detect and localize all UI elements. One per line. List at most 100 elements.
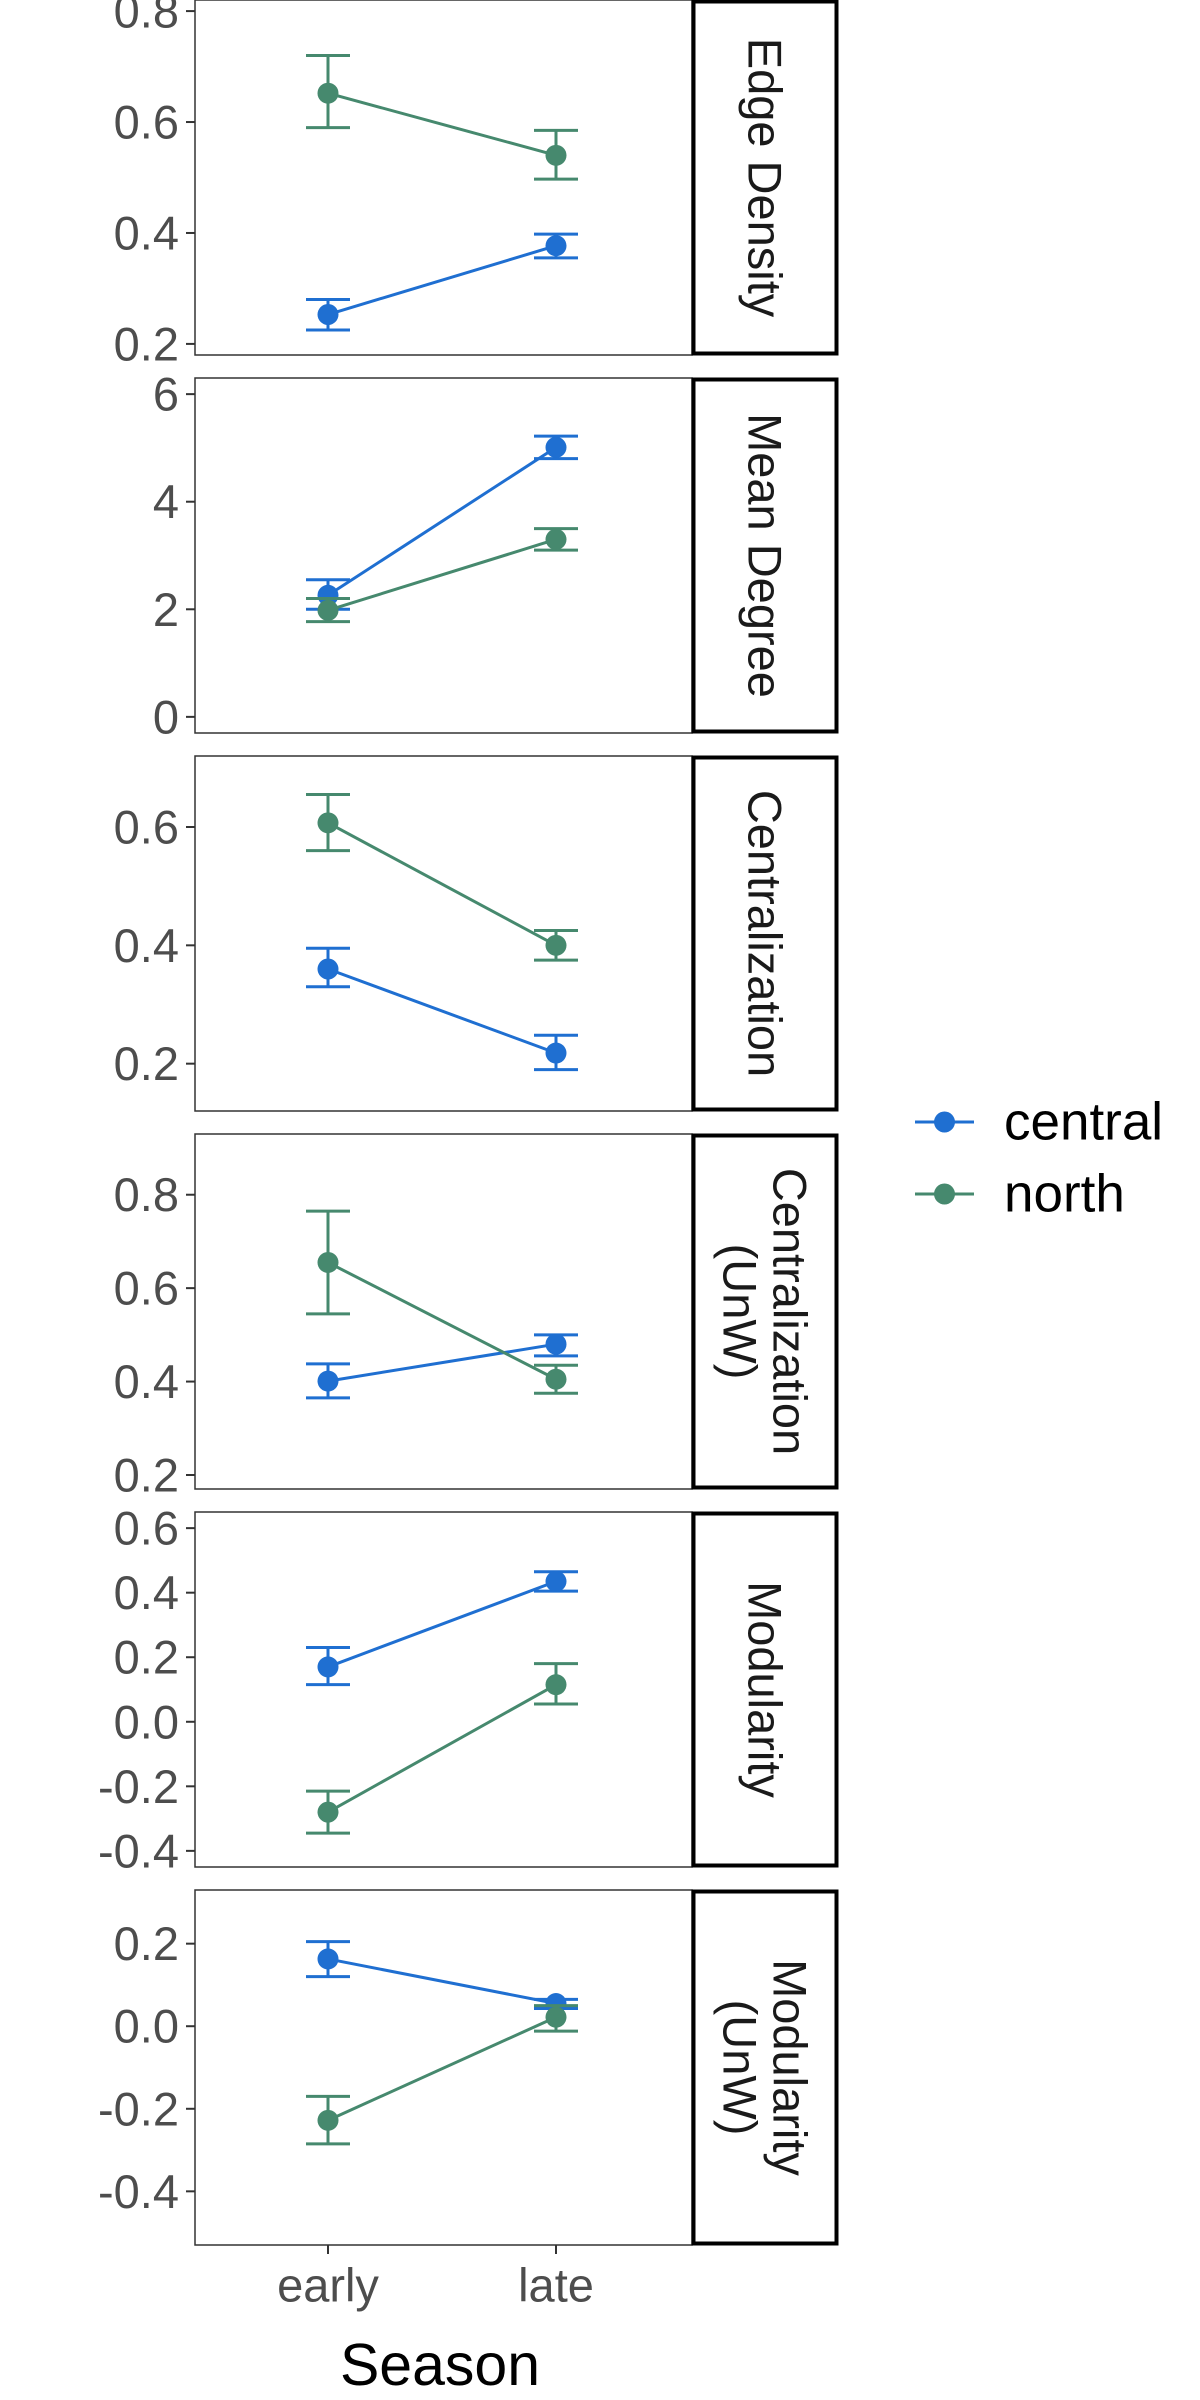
data-point: [317, 1948, 339, 1970]
y-tick-label: 0.6: [114, 1502, 179, 1555]
series-north: [306, 53, 578, 181]
facet-label: Centralization: [739, 790, 792, 1077]
data-point: [317, 2109, 339, 2131]
y-tick-label: 0.8: [114, 0, 179, 38]
series-line: [327, 821, 557, 947]
y-tick-label: 2: [153, 583, 179, 636]
data-point: [317, 82, 339, 104]
data-point: [545, 1674, 567, 1696]
data-point: [545, 1368, 567, 1390]
facet-label: Modularity: [764, 1959, 817, 2176]
panel-border: [194, 0, 693, 356]
data-point: [317, 584, 339, 606]
panel-border: [194, 377, 693, 734]
y-tick-label: 0.6: [114, 1262, 179, 1315]
legend-label: central: [1004, 1093, 1163, 1152]
facet-panels: Edge Density 0.2 0.4 0.6 0.8 Mean Degree 0 2 4 6 C…: [98, 0, 839, 2246]
y-tick-label: 0.0: [114, 1695, 179, 1748]
y-tick-label: 0.0: [114, 2000, 179, 2053]
data-point: [545, 528, 567, 550]
x-axis: early late: [277, 2245, 594, 2312]
series-line: [327, 2015, 557, 2122]
facet-label: (UnW): [714, 1244, 767, 1380]
y-tick-label: 0.2: [114, 1917, 179, 1970]
legend-item-central: central: [915, 1093, 1163, 1152]
x-axis-title: Season: [340, 2332, 540, 2398]
series-north: [306, 792, 578, 962]
facet-label: (UnW): [714, 2000, 767, 2136]
panel-border: [194, 1511, 693, 1868]
x-tick-label: early: [277, 2259, 379, 2312]
facet-strip: [691, 755, 839, 1112]
y-tick-label: 0.4: [114, 206, 179, 259]
legend-item-north: north: [915, 1165, 1125, 1224]
y-tick-label: 6: [153, 368, 179, 421]
y-tick-label: 0.4: [114, 919, 179, 972]
series-line: [327, 967, 557, 1055]
series-north: [306, 2004, 578, 2146]
data-point: [317, 304, 339, 326]
series-central: [306, 946, 578, 1072]
facet-strip: [691, 1889, 839, 2246]
data-point: [545, 144, 567, 166]
y-tick-label: 0.2: [114, 1037, 179, 1090]
facet-5: Modularity -0.4 -0.2 0.0 0.2 0.4 0.6: [98, 1502, 839, 1877]
data-point: [317, 958, 339, 980]
data-point: [317, 812, 339, 834]
y-tick-label: 0.8: [114, 1168, 179, 1221]
facet-label: Edge Density: [739, 38, 792, 318]
y-tick-label: -0.4: [98, 2165, 179, 2218]
series-line: [327, 446, 557, 597]
series-central: [306, 1333, 578, 1400]
facet-3: Centralization 0.2 0.4 0.6: [114, 755, 839, 1112]
data-point: [545, 2006, 567, 2028]
facet-strip: [691, 0, 839, 356]
facet-label: Mean Degree: [739, 413, 792, 698]
facet-4: Centralization(UnW) 0.2 0.4 0.6 0.8: [114, 1133, 839, 1501]
panel-border: [194, 1133, 693, 1490]
y-tick-label: 0.2: [114, 317, 179, 370]
series-north: [306, 1209, 578, 1395]
data-point: [545, 934, 567, 956]
y-tick-label: 0: [153, 690, 179, 743]
facet-6: Modularity(UnW) -0.4 -0.2 0.0 0.2: [98, 1889, 839, 2246]
series-central: [306, 232, 578, 332]
y-tick-label: 0.2: [114, 1631, 179, 1684]
data-point: [545, 235, 567, 257]
facet-strip: [691, 377, 839, 734]
legend-key-point: [934, 1111, 955, 1133]
series-line: [327, 244, 557, 316]
y-tick-label: 0.6: [114, 96, 179, 149]
data-point: [545, 1333, 567, 1355]
series-line: [327, 1957, 557, 2005]
facet-2: Mean Degree 0 2 4 6: [153, 368, 839, 743]
data-point: [317, 1656, 339, 1678]
series-central: [306, 1570, 578, 1687]
y-tick-label: 0.4: [114, 1566, 179, 1619]
y-tick-label: -0.4: [98, 1824, 179, 1877]
data-point: [317, 599, 339, 621]
legend-label: north: [1004, 1165, 1125, 1224]
y-tick-label: 4: [153, 475, 179, 528]
data-point: [545, 1570, 567, 1592]
series-central: [306, 434, 578, 611]
series-line: [327, 1261, 557, 1381]
data-point: [317, 1251, 339, 1273]
series-north: [306, 527, 578, 624]
series-line: [327, 1342, 557, 1383]
panel-border: [194, 755, 693, 1112]
y-tick-label: -0.2: [98, 2082, 179, 2135]
facet-strip: [691, 1511, 839, 1868]
data-point: [545, 436, 567, 458]
facet-strip: [691, 1133, 839, 1490]
data-point: [545, 1042, 567, 1064]
legend: central north: [915, 1093, 1163, 1224]
y-tick-label: 0.2: [114, 1448, 179, 1501]
series-north: [306, 1662, 578, 1835]
series-line: [327, 537, 557, 612]
data-point: [317, 1370, 339, 1392]
series-line: [327, 91, 557, 157]
y-tick-label: 0.4: [114, 1355, 179, 1408]
series-line: [327, 1579, 557, 1669]
